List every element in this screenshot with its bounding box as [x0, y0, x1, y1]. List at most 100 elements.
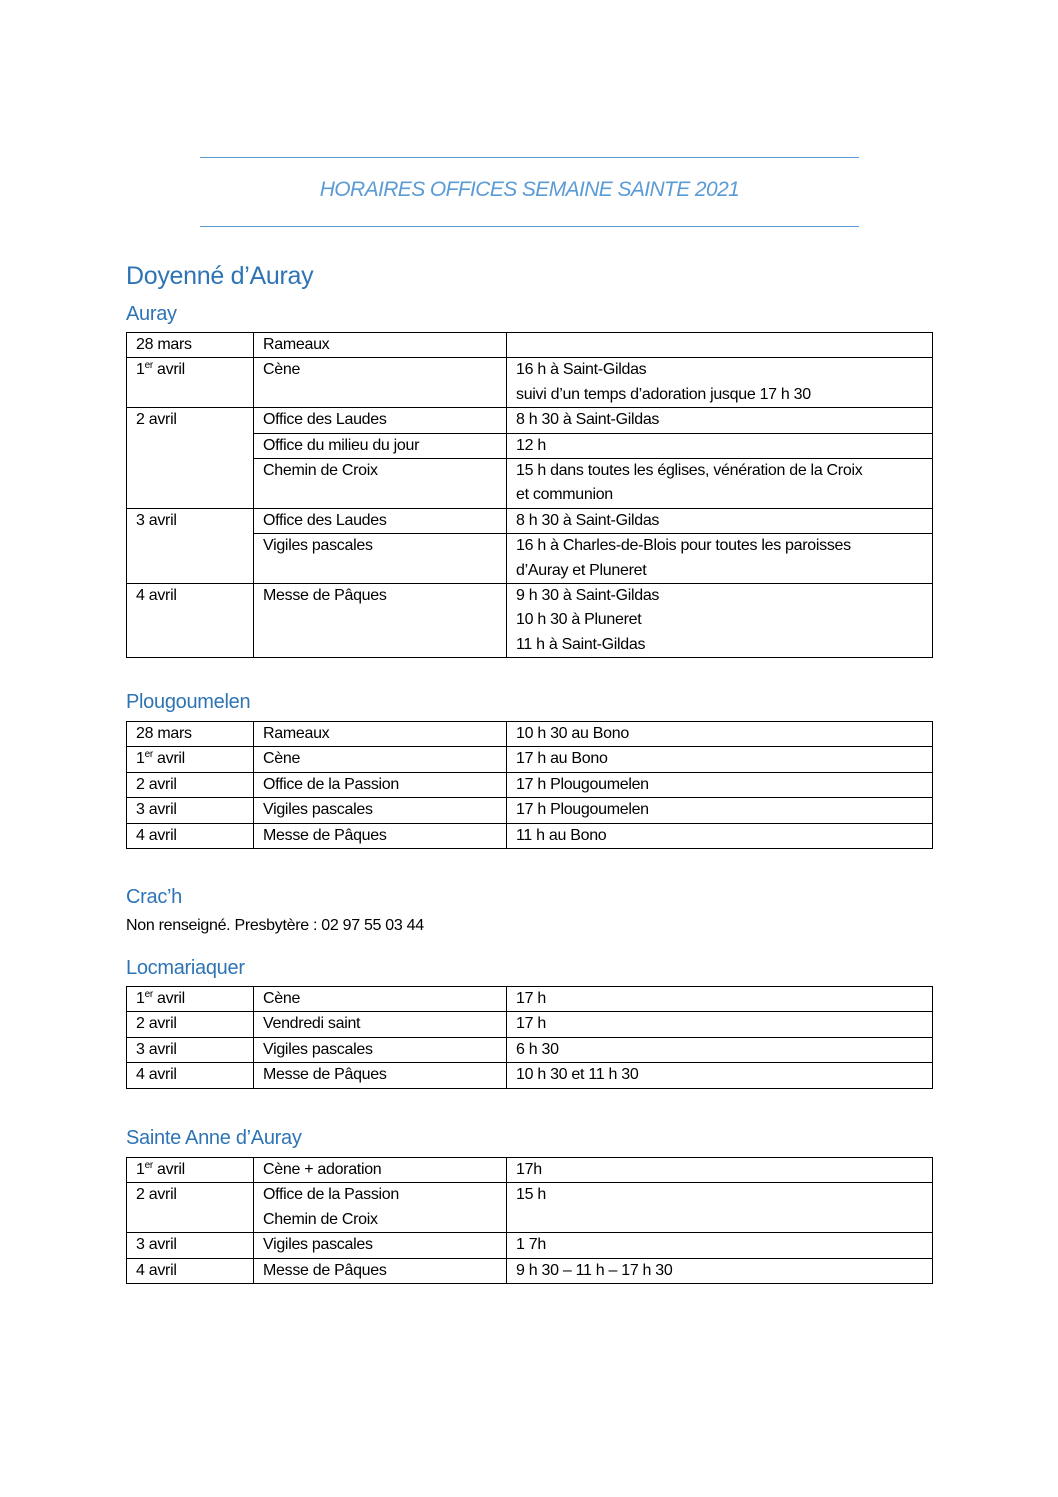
time-cell: 6 h 30 [506, 1036, 933, 1064]
date-cell: 1er avril [126, 746, 254, 773]
table-row: 2 avril Vendredi saint 17 h [126, 1011, 933, 1038]
section-heading-locmariaquer: Locmariaquer [126, 957, 245, 979]
date-text: 28 mars [136, 336, 192, 353]
table-row: Office du milieu du jour 12 h [127, 432, 933, 460]
deanery-heading: Doyenné d’Auray [126, 262, 314, 290]
office-name: Chemin de Croix [263, 462, 378, 480]
time-line: 17h [516, 1161, 542, 1178]
top-rule [200, 157, 859, 158]
date-text-rest: avril [152, 1161, 185, 1178]
time-line: 17 h Plougoumelen [516, 801, 649, 819]
office-cell: Office de la Passion Chemin de Croix [253, 1182, 507, 1234]
time-line: 17 h Plougoumelen [516, 775, 649, 793]
office-cell: Vigiles pascales [253, 1232, 507, 1259]
time-cell: 12 h [506, 432, 933, 460]
time-cell: 16 h à Charles-de-Blois pour toutes les … [506, 533, 933, 585]
office-name: Vigiles pascales [263, 801, 373, 819]
time-line: et communion [516, 486, 613, 504]
office-name: Rameaux [263, 725, 330, 742]
schedule-table-locmariaquer: 1er avril Cène 17 h 2 avril Vendredi saint 17… [126, 985, 933, 1089]
date-superscript: er [144, 749, 154, 761]
date-cell: 4 avril [126, 583, 254, 659]
office-name: Cène [263, 361, 301, 379]
time-line: 10 h 30 à Pluneret [516, 611, 642, 629]
table-row: 1er avril Cène 16 h à Saint-Gildas suivi d’… [126, 357, 933, 409]
time-line: 15 h [516, 1186, 546, 1204]
time-line: 8 h 30 à Saint-Gildas [516, 411, 660, 429]
office-cell: Rameaux [253, 720, 507, 748]
time-line: suivi d’un temps d’adoration jusque 17 h… [516, 385, 811, 403]
table-row: 3 avril Vigiles pascales 17 h Plougoumelen [126, 797, 933, 824]
table-row: 28 mars Rameaux [126, 331, 933, 359]
office-name: Vigiles pascales [263, 1040, 373, 1058]
time-cell: 17 h au Bono [506, 746, 933, 773]
date-cell: 2 avril [126, 407, 254, 509]
time-line: 17 h [516, 1015, 546, 1033]
time-cell: 8 h 30 à Saint-Gildas [506, 507, 933, 535]
table-row: 4 avril Messe de Pâques 9 h 30 à Saint-Gil… [126, 583, 933, 659]
office-cell: Office du milieu du jour [253, 432, 507, 460]
time-line: 10 h 30 au Bono [516, 725, 629, 742]
office-name: Rameaux [263, 336, 330, 353]
office-cell: Cène [253, 746, 507, 773]
schedule-table-plougoumelen: 28 mars Rameaux 10 h 30 au Bono 1er avril Cè… [126, 720, 933, 850]
time-cell: 17 h [506, 985, 933, 1013]
date-text: 4 avril [136, 1261, 177, 1279]
office-cell: Messe de Pâques [253, 583, 507, 659]
date-text: 4 avril [136, 1066, 177, 1084]
time-line: 9 h 30 – 11 h – 17 h 30 [516, 1261, 673, 1279]
date-cell: 3 avril [126, 507, 254, 585]
table-row: 4 avril Messe de Pâques 10 h 30 et 11 h 30 [126, 1062, 933, 1089]
date-text: 4 avril [136, 826, 177, 844]
office-name: Vigiles pascales [263, 537, 373, 555]
date-text: 3 avril [136, 1236, 177, 1254]
office-name: Cène [263, 750, 301, 768]
office-cell: Office des Laudes [253, 507, 507, 535]
table-row: 2 avril Office de la Passion Chemin de Cro… [126, 1182, 933, 1234]
time-cell: 10 h 30 et 11 h 30 [506, 1062, 933, 1089]
time-line: 9 h 30 à Saint-Gildas [516, 587, 660, 605]
date-cell: 4 avril [126, 1257, 254, 1285]
office-cell: Office de la Passion [253, 771, 507, 799]
date-cell: 2 avril [126, 1011, 254, 1038]
date-text: 2 avril [136, 1186, 177, 1204]
date-cell: 3 avril [126, 1036, 254, 1064]
date-text-rest: avril [152, 750, 185, 768]
date-text: 28 mars [136, 725, 192, 742]
table-row: 1er avril Cène 17 h [126, 985, 933, 1013]
date-text: 2 avril [136, 411, 177, 429]
time-cell: 17 h Plougoumelen [506, 771, 933, 799]
time-cell: 17 h [506, 1011, 933, 1038]
office-cell: Messe de Pâques [253, 822, 507, 850]
date-text: 3 avril [136, 511, 177, 529]
date-cell: 4 avril [126, 822, 254, 850]
table-row: 3 avril Vigiles pascales 6 h 30 [126, 1036, 933, 1064]
date-text: 3 avril [136, 801, 177, 819]
office-name: Cène [263, 990, 301, 1007]
schedule-table-auray: 28 mars Rameaux 1er avril Cène 16 h à Saint… [126, 331, 933, 659]
document-title: HORAIRES OFFICES SEMAINE SAINTE 2021 [319, 178, 740, 201]
office-cell: Chemin de Croix [253, 458, 507, 509]
table-row: 4 avril Messe de Pâques 11 h au Bono [126, 822, 933, 850]
time-line: 1 7h [516, 1236, 546, 1254]
office-name: Office de la Passion [263, 775, 400, 793]
date-text: 1 [136, 1161, 145, 1178]
time-line: 12 h [516, 436, 546, 454]
date-cell: 2 avril [126, 1182, 254, 1234]
date-cell: 1er avril [126, 1156, 254, 1184]
time-cell: 16 h à Saint-Gildas suivi d’un temps d’ad… [506, 357, 933, 409]
section-heading-auray: Auray [126, 303, 177, 325]
time-line: 10 h 30 et 11 h 30 [516, 1066, 639, 1084]
office-name: Messe de Pâques [263, 1261, 387, 1279]
office-line: Chemin de Croix [263, 1210, 378, 1228]
office-cell: Messe de Pâques [253, 1062, 507, 1089]
office-name: Vigiles pascales [263, 1236, 373, 1254]
section-heading-crach: Crac’h [126, 886, 182, 908]
table-row: 2 avril Office des Laudes 8 h 30 à Saint-G… [126, 407, 933, 509]
table-row: Chemin de Croix 15 h dans toutes les égli… [127, 458, 933, 509]
office-cell: Rameaux [253, 331, 507, 359]
schedule-table-sainte-anne: 1er avril Cène + adoration 17h 2 avril Offic… [126, 1156, 933, 1285]
date-cell: 1er avril [126, 985, 254, 1013]
date-text: 1 [136, 361, 145, 379]
date-text: 1 [136, 990, 145, 1007]
